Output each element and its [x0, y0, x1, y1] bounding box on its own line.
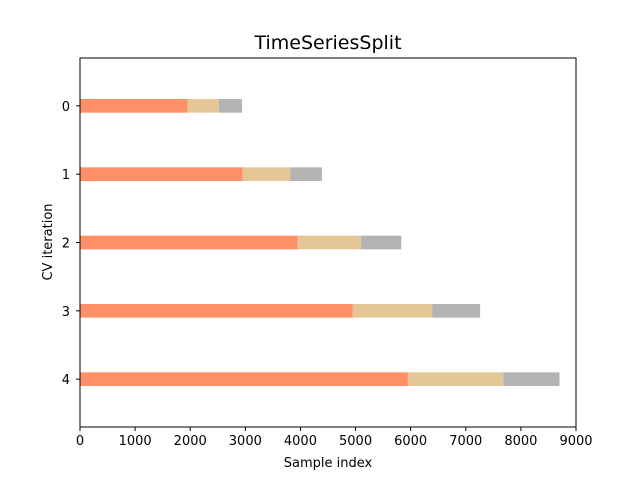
bar-segment-1-iteration-2 — [297, 235, 362, 250]
bar-segment-1-iteration-0 — [187, 99, 219, 113]
bar-segment-1-iteration-4 — [407, 372, 504, 386]
x-tick-label: 9000 — [559, 434, 592, 449]
x-tick-label: 3000 — [229, 434, 262, 449]
bar-segment-2-iteration-1 — [290, 167, 322, 181]
bar-segment-2-iteration-0 — [218, 99, 243, 113]
x-tick-label: 4000 — [284, 434, 317, 449]
y-tick-label: 3 — [62, 305, 70, 320]
x-tick-label: 7000 — [449, 434, 482, 449]
bar-segment-0-iteration-1 — [80, 167, 243, 181]
bar-segment-0-iteration-4 — [80, 372, 408, 386]
y-tick-label: 1 — [62, 168, 70, 183]
y-tick-label: 4 — [62, 373, 70, 388]
y-tick-label: 0 — [62, 100, 70, 115]
bars-group — [80, 99, 560, 386]
y-axis-label: CV iteration — [41, 203, 56, 280]
bar-segment-2-iteration-3 — [432, 304, 481, 318]
bar-segment-1-iteration-1 — [242, 167, 291, 181]
chart-title: TimeSeriesSplit — [253, 32, 401, 54]
bar-segment-1-iteration-3 — [352, 304, 433, 318]
x-tick-label: 6000 — [394, 434, 427, 449]
y-tick-label: 2 — [62, 237, 70, 252]
x-axis-label: Sample index — [284, 456, 373, 471]
bar-segment-2-iteration-2 — [361, 235, 402, 250]
bar-segment-0-iteration-0 — [80, 99, 188, 113]
x-tick-label: 1000 — [119, 434, 152, 449]
y-axis: 0 1 2 3 4 — [62, 100, 80, 388]
bar-segment-0-iteration-3 — [80, 304, 353, 318]
x-tick-label: 0 — [76, 434, 84, 449]
x-tick-label: 2000 — [174, 434, 207, 449]
x-tick-label: 8000 — [504, 434, 537, 449]
bar-segment-0-iteration-2 — [80, 235, 298, 250]
bar-segment-2-iteration-4 — [503, 372, 560, 386]
x-tick-label: 5000 — [339, 434, 372, 449]
x-axis: 0 1000 2000 3000 4000 5000 6000 7000 8000 9000 — [76, 427, 593, 449]
